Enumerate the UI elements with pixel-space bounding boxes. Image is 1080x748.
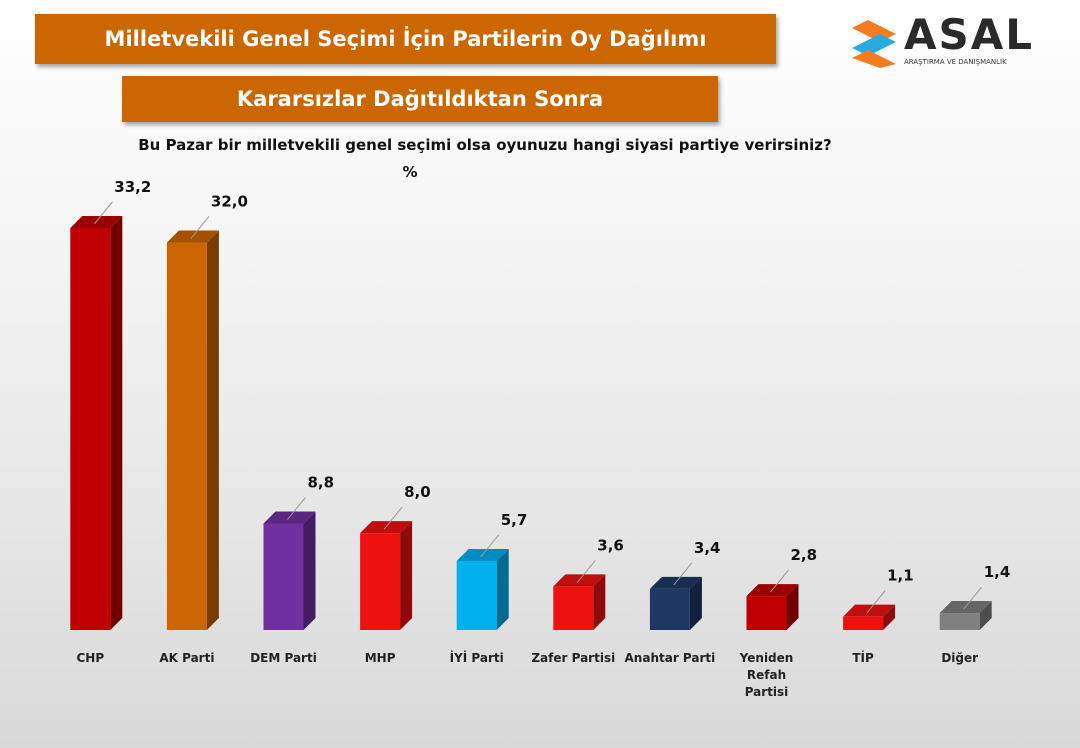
- logo-icon: [852, 20, 896, 68]
- title-banner: Milletvekili Genel Seçimi İçin Partileri…: [35, 14, 776, 64]
- bar-front: [843, 616, 884, 630]
- value-label: 1,4: [984, 563, 1011, 581]
- bar-side: [883, 604, 896, 630]
- bar-front: [939, 613, 980, 630]
- bar: [166, 230, 219, 630]
- bar: [263, 511, 316, 630]
- bar-front: [166, 242, 207, 630]
- x-tick-label: TİP: [852, 651, 874, 665]
- bar-front: [746, 596, 787, 630]
- x-tick-label: Zafer Partisi: [531, 651, 616, 665]
- leader-line: [287, 497, 306, 520]
- value-label: 1,1: [887, 567, 914, 585]
- subtitle-banner: Kararsızlar Dağıtıldıktan Sonra: [122, 76, 718, 122]
- x-tick-label: MHP: [364, 651, 396, 665]
- value-label: 3,6: [597, 536, 624, 554]
- x-tick-label: DEM Parti: [250, 651, 317, 665]
- bar-side: [303, 511, 316, 630]
- bar: [456, 548, 509, 630]
- bar-side: [689, 576, 702, 630]
- logo-tagline: ARAŞTIRMA VE DANIŞMANLIK: [904, 58, 1007, 66]
- bar-side: [979, 601, 992, 630]
- logo: ASAL ARAŞTIRMA VE DANIŞMANLIK: [846, 10, 1046, 70]
- bar-front: [553, 586, 594, 630]
- x-tick-label: AK Parti: [159, 651, 215, 665]
- leader-line: [770, 569, 789, 593]
- value-label: 2,8: [791, 546, 818, 564]
- bar: [843, 604, 896, 630]
- leader-line: [866, 590, 886, 613]
- bar-front: [649, 588, 690, 630]
- x-tick-label: Yeniden Refah Partisi: [739, 651, 794, 699]
- logo-name: ASAL: [904, 10, 1035, 59]
- unit-label: %: [402, 163, 418, 181]
- bar-side: [206, 230, 219, 630]
- bar: [553, 574, 606, 630]
- bar-front: [263, 523, 304, 630]
- x-tick-label: CHP: [76, 651, 105, 665]
- x-tick-label: Diğer: [941, 651, 979, 665]
- value-label: 8,8: [308, 473, 335, 491]
- leader-line: [576, 560, 596, 583]
- bar-side: [400, 521, 413, 630]
- bar: [746, 584, 799, 630]
- bar: [360, 521, 413, 630]
- bar-front: [456, 560, 497, 630]
- value-label: 3,4: [694, 539, 721, 557]
- value-label: 33,2: [114, 178, 151, 196]
- leader-line: [963, 586, 983, 610]
- value-label: 8,0: [404, 483, 431, 501]
- value-label: 32,0: [211, 193, 248, 211]
- bar: [939, 601, 992, 630]
- bar-front: [70, 228, 111, 630]
- bar-side: [110, 216, 123, 630]
- question: Bu Pazar bir milletvekili genel seçimi o…: [138, 136, 832, 154]
- leader-line: [383, 506, 403, 530]
- bar: [70, 216, 123, 630]
- bar: [649, 576, 702, 630]
- leader-line: [480, 534, 500, 558]
- bar-side: [496, 548, 509, 630]
- bar-front: [360, 533, 401, 630]
- bar-side: [593, 574, 606, 630]
- bar-side: [786, 584, 799, 630]
- leader-line: [93, 201, 113, 225]
- x-tick-label: İYİ Parti: [449, 651, 504, 665]
- leader-line: [673, 562, 693, 586]
- value-label: 5,7: [501, 511, 528, 529]
- leader-line: [190, 216, 210, 239]
- x-tick-label: Anahtar Parti: [624, 651, 716, 665]
